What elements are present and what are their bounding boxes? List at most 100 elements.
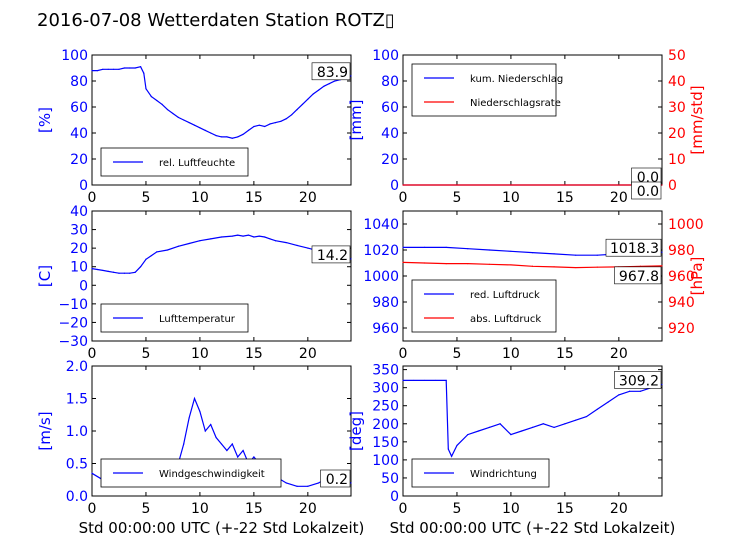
data-point bbox=[188, 242, 190, 245]
x-tick-label: 5 bbox=[141, 346, 150, 362]
x-tick-label: 10 bbox=[502, 501, 520, 517]
data-point bbox=[447, 448, 449, 450]
data-point bbox=[307, 247, 309, 249]
x-tick-label: 10 bbox=[191, 501, 209, 517]
data-point bbox=[231, 443, 233, 445]
data-point bbox=[231, 235, 233, 237]
y-right-tick-label: 980 bbox=[668, 243, 695, 259]
x-tick-label: 0 bbox=[88, 346, 97, 362]
data-point bbox=[123, 272, 125, 274]
data-point bbox=[661, 251, 663, 253]
data-point bbox=[467, 263, 469, 265]
data-point bbox=[639, 265, 642, 267]
y-tick-label: 0 bbox=[390, 178, 399, 194]
data-point bbox=[129, 272, 131, 274]
data-point bbox=[269, 123, 271, 125]
x-tick-label: 15 bbox=[245, 346, 263, 362]
data-point bbox=[575, 419, 577, 421]
data-point bbox=[521, 430, 523, 432]
y-tick-label: 300 bbox=[372, 381, 399, 397]
last-value: 309.2 bbox=[619, 373, 659, 389]
data-point bbox=[123, 67, 125, 69]
data-point bbox=[166, 249, 169, 251]
data-point bbox=[596, 266, 598, 268]
data-point bbox=[334, 80, 336, 82]
data-point bbox=[285, 241, 287, 244]
x-tick-label: 10 bbox=[191, 190, 209, 206]
y-tick-label: 80 bbox=[70, 74, 88, 90]
data-point bbox=[199, 127, 201, 129]
y-tick-label: 0.5 bbox=[66, 457, 88, 473]
data-point bbox=[445, 263, 447, 265]
x-tick-label: 20 bbox=[299, 346, 317, 362]
x-tick-label: 15 bbox=[245, 190, 263, 206]
data-point bbox=[226, 449, 228, 452]
data-point bbox=[423, 246, 426, 248]
y-tick-label: 1.5 bbox=[66, 392, 88, 408]
x-tick-label: 5 bbox=[452, 346, 461, 362]
data-point bbox=[242, 449, 244, 452]
data-point bbox=[129, 67, 131, 69]
data-point bbox=[661, 184, 663, 186]
chart-panel-2: 0 5 10 15 20 −30 −20 −10 0 10 20 30 40 [C] Lufttempera… bbox=[36, 204, 352, 362]
y-right-tick-label: 940 bbox=[668, 295, 695, 311]
data-point bbox=[231, 137, 233, 139]
data-point bbox=[134, 67, 136, 69]
last-value-right-box bbox=[631, 181, 662, 200]
y-tick-label: −30 bbox=[58, 334, 88, 350]
y-tick-label: 1020 bbox=[363, 243, 399, 259]
y-tick-label: 60 bbox=[70, 100, 88, 116]
last-value-box bbox=[605, 238, 662, 257]
y-right-tick-label: 10 bbox=[668, 152, 686, 168]
data-point bbox=[450, 455, 453, 457]
y-right-tick-label: 20 bbox=[668, 126, 686, 142]
data-point bbox=[661, 383, 663, 386]
data-point bbox=[150, 96, 152, 98]
data-point bbox=[215, 436, 217, 439]
y-right-tick-label: 1000 bbox=[668, 217, 704, 233]
data-point bbox=[301, 103, 304, 105]
x-tick-label: 20 bbox=[299, 190, 317, 206]
x-tick-label: 5 bbox=[452, 190, 461, 206]
y-right-tick-label: 960 bbox=[668, 269, 695, 285]
data-point bbox=[423, 262, 426, 264]
data-point bbox=[661, 265, 663, 267]
y-axis-label: [C] bbox=[36, 265, 54, 287]
data-point bbox=[118, 272, 120, 274]
y-right-axis-label: [hPa] bbox=[688, 257, 706, 296]
data-point bbox=[237, 234, 239, 236]
x-tick-label: 5 bbox=[141, 501, 150, 517]
y-tick-label: 1.0 bbox=[66, 424, 88, 440]
data-point bbox=[585, 415, 588, 418]
legend-label: kum. Niederschlag bbox=[470, 74, 563, 85]
data-point bbox=[112, 271, 115, 273]
y-tick-label: 200 bbox=[372, 417, 399, 433]
last-value-right: 967.8 bbox=[619, 269, 659, 285]
data-point bbox=[499, 423, 501, 425]
y-tick-label: 0 bbox=[79, 178, 88, 194]
y-tick-label: 100 bbox=[372, 453, 399, 469]
y-axis-label: [%] bbox=[36, 107, 54, 133]
legend-box bbox=[411, 63, 557, 117]
data-point bbox=[204, 430, 206, 432]
data-point bbox=[156, 251, 158, 253]
data-point bbox=[91, 472, 93, 474]
x-tick-label: 15 bbox=[245, 501, 263, 517]
y-tick-label: 20 bbox=[70, 152, 88, 168]
data-point bbox=[177, 245, 179, 247]
data-point bbox=[553, 426, 555, 428]
data-point bbox=[204, 129, 206, 131]
data-point bbox=[618, 394, 620, 396]
legend-label: red. Luftdruck bbox=[470, 290, 540, 301]
x-tick-label: 0 bbox=[88, 190, 97, 206]
x-tick-label: 10 bbox=[502, 190, 520, 206]
data-point bbox=[531, 252, 534, 254]
data-point bbox=[210, 132, 212, 134]
last-value-box bbox=[614, 371, 662, 389]
data-point bbox=[150, 254, 152, 257]
last-value-box bbox=[311, 245, 351, 264]
y-tick-label: 980 bbox=[372, 295, 399, 311]
